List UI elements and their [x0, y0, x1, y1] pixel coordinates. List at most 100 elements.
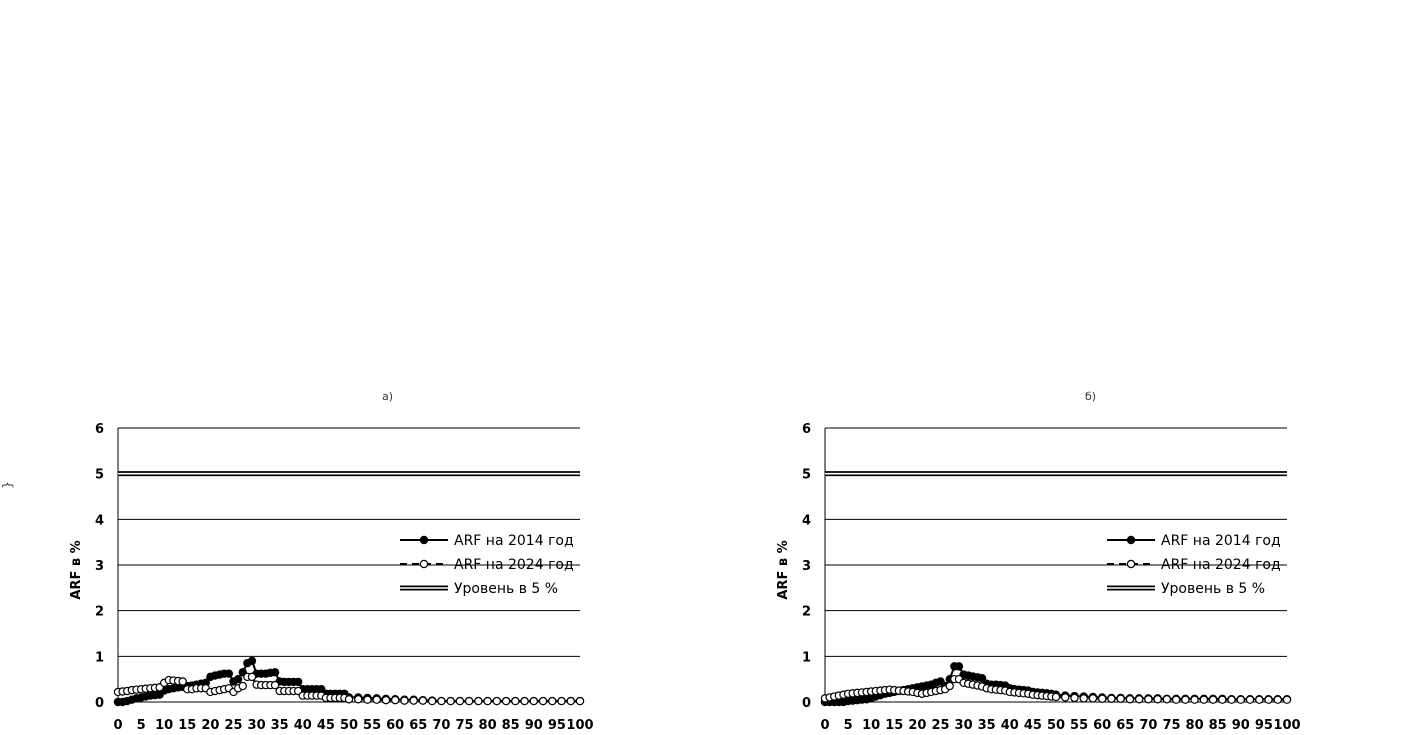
legend-marker [1126, 559, 1136, 569]
x-tick-label: 70 [1139, 718, 1157, 733]
y-axis-label: ARF в % [776, 540, 791, 599]
legend-label: Уровень в 5 % [454, 581, 558, 597]
data-point [474, 696, 483, 706]
x-tick-label: 25 [224, 718, 242, 733]
y-tick-label: 0 [802, 696, 811, 711]
data-point [1264, 695, 1273, 704]
x-tick-label: 10 [862, 718, 880, 733]
data-point [1125, 695, 1135, 704]
y-tick-label: 4 [95, 513, 104, 528]
data-point [293, 677, 303, 687]
data-point [945, 681, 954, 691]
x-tick-label: 0 [113, 718, 122, 733]
legend-marker [419, 535, 429, 545]
data-point [548, 696, 557, 706]
data-point [1245, 695, 1255, 704]
data-point [427, 696, 437, 706]
legend-marker [1126, 535, 1136, 545]
data-point [501, 696, 511, 706]
y-tick-label: 6 [802, 422, 811, 437]
x-tick-label: 60 [386, 718, 404, 733]
y-tick-label: 4 [802, 513, 811, 528]
x-tick-label: 20 [908, 718, 926, 733]
data-point [270, 680, 280, 690]
y-tick-label: 1 [802, 650, 811, 665]
data-point [1088, 694, 1098, 703]
data-point [1098, 694, 1107, 704]
x-tick-label: 0 [820, 718, 829, 733]
x-tick-label: 5 [137, 718, 146, 733]
x-tick-label: 5 [844, 718, 853, 733]
chart-panel-a: а) 0 1 2 3 4 5 6 0 5 10 15 20 25 30 35 40 45 50 55 60 65 70 75… [0, 378, 700, 735]
legend-label: ARF на 2014 год [454, 533, 574, 549]
data-point [270, 668, 280, 677]
data-point [1051, 692, 1061, 702]
y-tick-label: 3 [95, 559, 104, 574]
data-point [1061, 693, 1070, 702]
y-axis-label: ARF в % [69, 540, 84, 599]
data-point [557, 696, 566, 706]
data-point [1116, 694, 1125, 704]
data-point [1190, 695, 1199, 704]
data-point [363, 695, 372, 704]
x-tick-label: 40 [294, 718, 312, 733]
data-point [529, 696, 539, 706]
x-tick-label: 35 [271, 718, 289, 733]
data-point [483, 696, 492, 706]
data-point [1199, 695, 1209, 704]
data-point [247, 656, 257, 666]
x-tick-label: 95 [548, 718, 566, 733]
data-point [1227, 695, 1236, 704]
x-tick-label: 25 [931, 718, 949, 733]
x-tick-label: 95 [1255, 718, 1273, 733]
data-point [1070, 693, 1079, 703]
y-tick-label: 1 [95, 650, 104, 665]
data-point [492, 696, 502, 706]
x-tick-label: 80 [479, 718, 497, 733]
data-point [1171, 695, 1181, 704]
data-point [575, 696, 585, 706]
data-point [400, 696, 409, 705]
data-point [1107, 694, 1116, 704]
x-tick-label: 75 [455, 718, 473, 733]
data-point [1255, 695, 1264, 704]
data-point [233, 674, 243, 684]
x-tick-label: 55 [363, 718, 381, 733]
data-point [566, 696, 575, 706]
x-tick-label: 75 [1162, 718, 1180, 733]
x-tick-label: 50 [340, 718, 358, 733]
y-tick-label: 3 [802, 559, 811, 574]
x-tick-label: 15 [178, 718, 196, 733]
data-point [418, 696, 428, 705]
data-point [511, 696, 520, 706]
legend-label: ARF на 2024 год [454, 557, 574, 573]
x-tick-label: 20 [201, 718, 219, 733]
x-tick-label: 50 [1047, 718, 1065, 733]
x-tick-label: 55 [1070, 718, 1088, 733]
x-tick-label: 30 [248, 718, 266, 733]
data-point [437, 696, 446, 706]
legend-label: Уровень в 5 % [1161, 581, 1265, 597]
x-tick-label: 30 [955, 718, 973, 733]
x-tick-label: 90 [1232, 718, 1250, 733]
data-point [372, 695, 381, 704]
data-point [455, 696, 465, 706]
y-tick-label: 2 [802, 605, 811, 620]
data-point [977, 674, 987, 683]
data-point [344, 695, 354, 704]
y-tick-label: 5 [95, 468, 104, 483]
data-point [224, 669, 234, 678]
data-point [1079, 694, 1088, 703]
x-tick-label: 15 [885, 718, 903, 733]
data-point [391, 695, 400, 705]
data-point [1162, 695, 1172, 704]
x-tick-label: 80 [1186, 718, 1204, 733]
panel-tag: а) [382, 390, 394, 403]
data-point [1282, 695, 1292, 704]
x-tick-label: 90 [525, 718, 543, 733]
data-point [1181, 695, 1190, 704]
data-point [1208, 695, 1218, 704]
x-tick-label: 10 [155, 718, 173, 733]
legend-marker [419, 559, 429, 569]
